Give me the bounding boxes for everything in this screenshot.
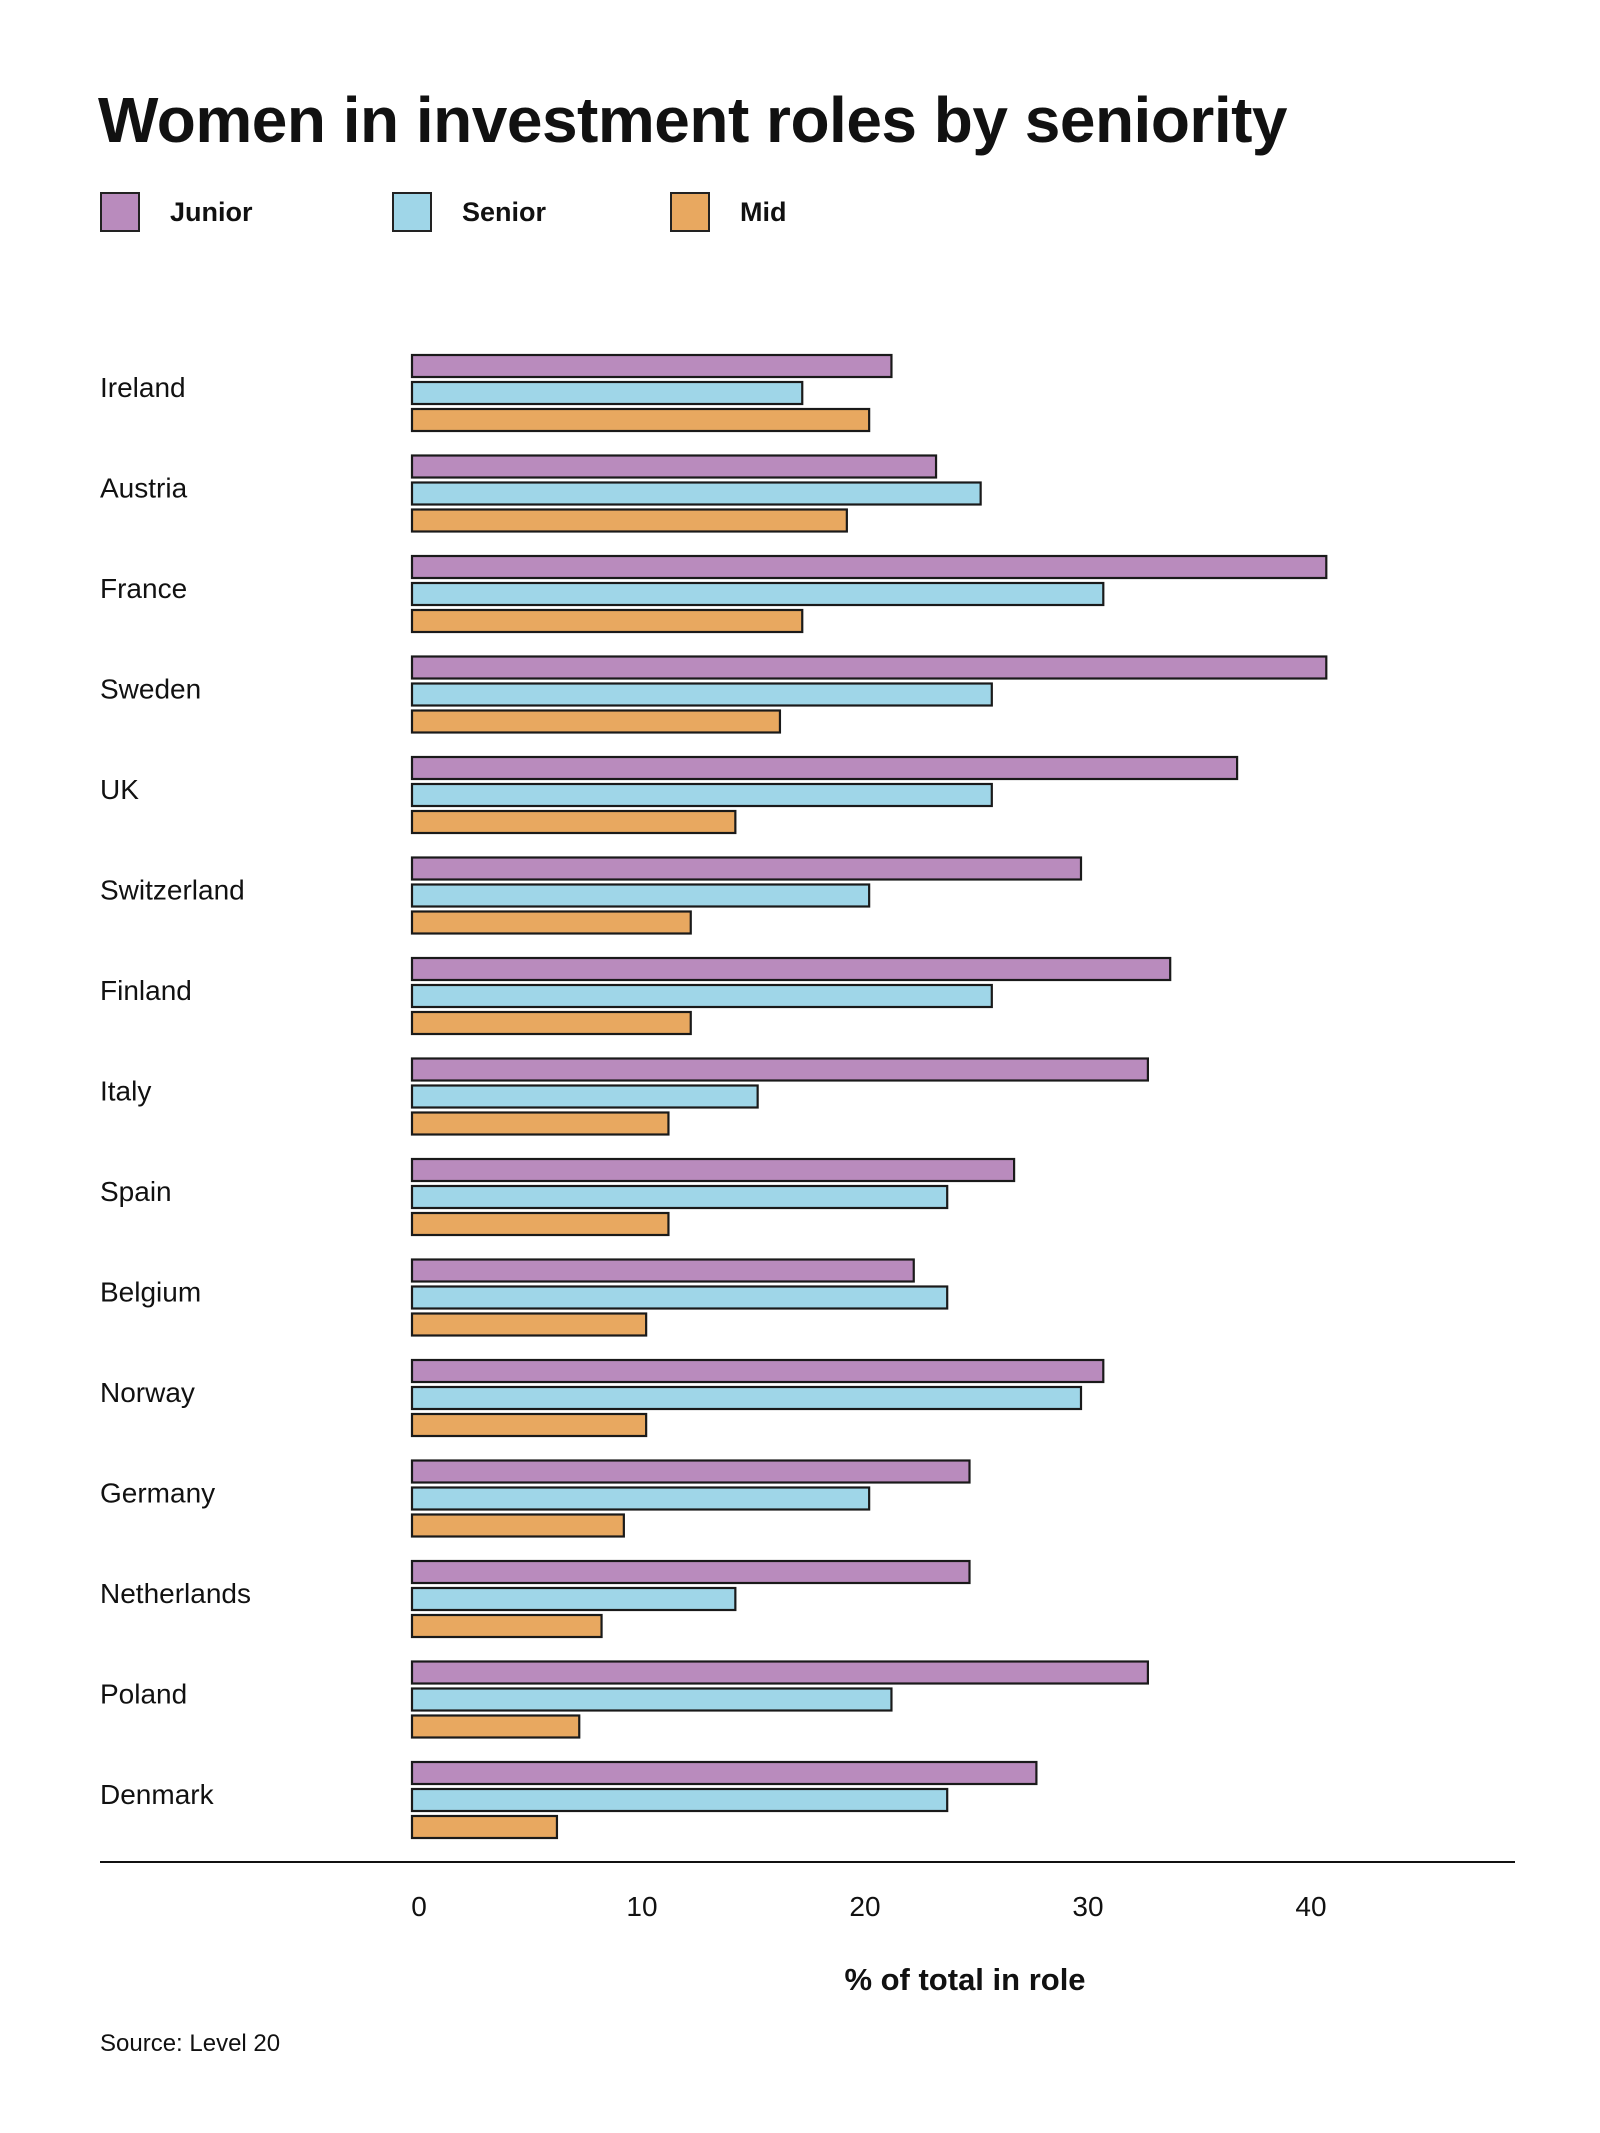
bar-italy-junior xyxy=(410,1057,1150,1082)
legend-swatch-senior xyxy=(392,192,432,232)
bar-norway-mid xyxy=(410,1412,648,1438)
legend-item-junior: Junior xyxy=(100,190,253,234)
bar-germany-senior xyxy=(410,1486,871,1511)
bar-switzerland-junior xyxy=(410,856,1083,881)
category-label-sweden: Sweden xyxy=(100,674,201,705)
category-label-germany: Germany xyxy=(100,1478,215,1509)
category-label-netherlands: Netherlands xyxy=(100,1578,251,1609)
category-label-austria: Austria xyxy=(100,473,188,504)
bars xyxy=(410,353,1328,1840)
bar-finland-mid xyxy=(410,1010,692,1036)
bar-spain-junior xyxy=(410,1157,1016,1183)
bar-austria-junior xyxy=(410,454,938,479)
bar-spain-mid xyxy=(410,1211,670,1237)
bar-austria-mid xyxy=(410,508,848,533)
bar-uk-junior xyxy=(410,755,1239,781)
bar-switzerland-mid xyxy=(410,910,692,935)
legend-label-senior: Senior xyxy=(462,196,547,227)
legend: Junior Senior Mid xyxy=(100,190,1300,234)
source-note: Source: Level 20 xyxy=(100,2030,281,2057)
bar-italy-senior xyxy=(410,1084,759,1109)
bar-denmark-senior xyxy=(410,1787,949,1813)
category-label-norway: Norway xyxy=(100,1377,195,1408)
x-tick-label-40: 40 xyxy=(1295,1891,1326,1922)
category-label-ireland: Ireland xyxy=(100,372,186,403)
x-axis-label: % of total in role xyxy=(844,1962,1085,1997)
bar-norway-junior xyxy=(410,1358,1105,1384)
bar-belgium-senior xyxy=(410,1285,949,1310)
bar-austria-senior xyxy=(410,481,982,506)
bar-poland-senior xyxy=(410,1687,893,1712)
bar-belgium-mid xyxy=(410,1312,648,1337)
bar-spain-senior xyxy=(410,1184,949,1210)
bar-belgium-junior xyxy=(410,1258,915,1283)
legend-item-mid: Mid xyxy=(670,190,787,234)
bar-denmark-mid xyxy=(410,1814,559,1840)
bar-ireland-mid xyxy=(410,407,871,433)
bar-sweden-junior xyxy=(410,655,1328,680)
legend-item-senior: Senior xyxy=(392,190,546,234)
category-label-poland: Poland xyxy=(100,1679,187,1710)
x-tick-label-30: 30 xyxy=(1072,1891,1103,1922)
bar-poland-junior xyxy=(410,1660,1150,1685)
bar-uk-senior xyxy=(410,782,993,808)
bar-finland-senior xyxy=(410,983,993,1009)
bar-switzerland-senior xyxy=(410,883,871,908)
category-label-denmark: Denmark xyxy=(100,1779,215,1810)
legend-swatch-junior xyxy=(100,192,140,232)
legend-label-mid: Mid xyxy=(740,196,787,227)
bar-italy-mid xyxy=(410,1111,670,1136)
bar-denmark-junior xyxy=(410,1760,1038,1786)
chart-title: Women in investment roles by seniority xyxy=(98,84,1288,156)
category-label-italy: Italy xyxy=(100,1076,151,1107)
bar-netherlands-senior xyxy=(410,1586,737,1612)
bar-netherlands-junior xyxy=(410,1559,971,1585)
bar-ireland-senior xyxy=(410,380,804,406)
category-label-spain: Spain xyxy=(100,1176,172,1207)
bar-netherlands-mid xyxy=(410,1613,603,1639)
bar-france-junior xyxy=(410,554,1328,580)
bar-germany-junior xyxy=(410,1459,971,1484)
x-tick-label-0: 0 xyxy=(411,1891,427,1922)
x-tick-label-20: 20 xyxy=(849,1891,880,1922)
bar-ireland-junior xyxy=(410,353,893,379)
bar-sweden-senior xyxy=(410,682,993,707)
bar-uk-mid xyxy=(410,809,737,835)
bar-germany-mid xyxy=(410,1513,625,1538)
x-tick-label-10: 10 xyxy=(626,1891,657,1922)
bar-poland-mid xyxy=(410,1714,581,1739)
category-labels: Ireland Austria France Sweden UK Switzerland F… xyxy=(100,372,251,1810)
bar-france-senior xyxy=(410,581,1105,607)
bar-france-mid xyxy=(410,608,804,634)
category-label-france: France xyxy=(100,573,187,604)
category-label-uk: UK xyxy=(100,774,139,805)
legend-swatch-mid xyxy=(670,192,710,232)
category-label-finland: Finland xyxy=(100,975,192,1006)
category-label-switzerland: Switzerland xyxy=(100,875,245,906)
bar-sweden-mid xyxy=(410,709,782,734)
legend-label-junior: Junior xyxy=(170,196,253,227)
category-label-belgium: Belgium xyxy=(100,1277,201,1308)
bar-norway-senior xyxy=(410,1385,1083,1411)
bar-finland-junior xyxy=(410,956,1172,982)
x-axis-ticks: 0 10 20 30 40 xyxy=(411,1891,1326,1922)
